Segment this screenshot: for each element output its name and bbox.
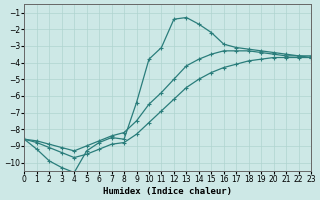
X-axis label: Humidex (Indice chaleur): Humidex (Indice chaleur) (103, 187, 232, 196)
